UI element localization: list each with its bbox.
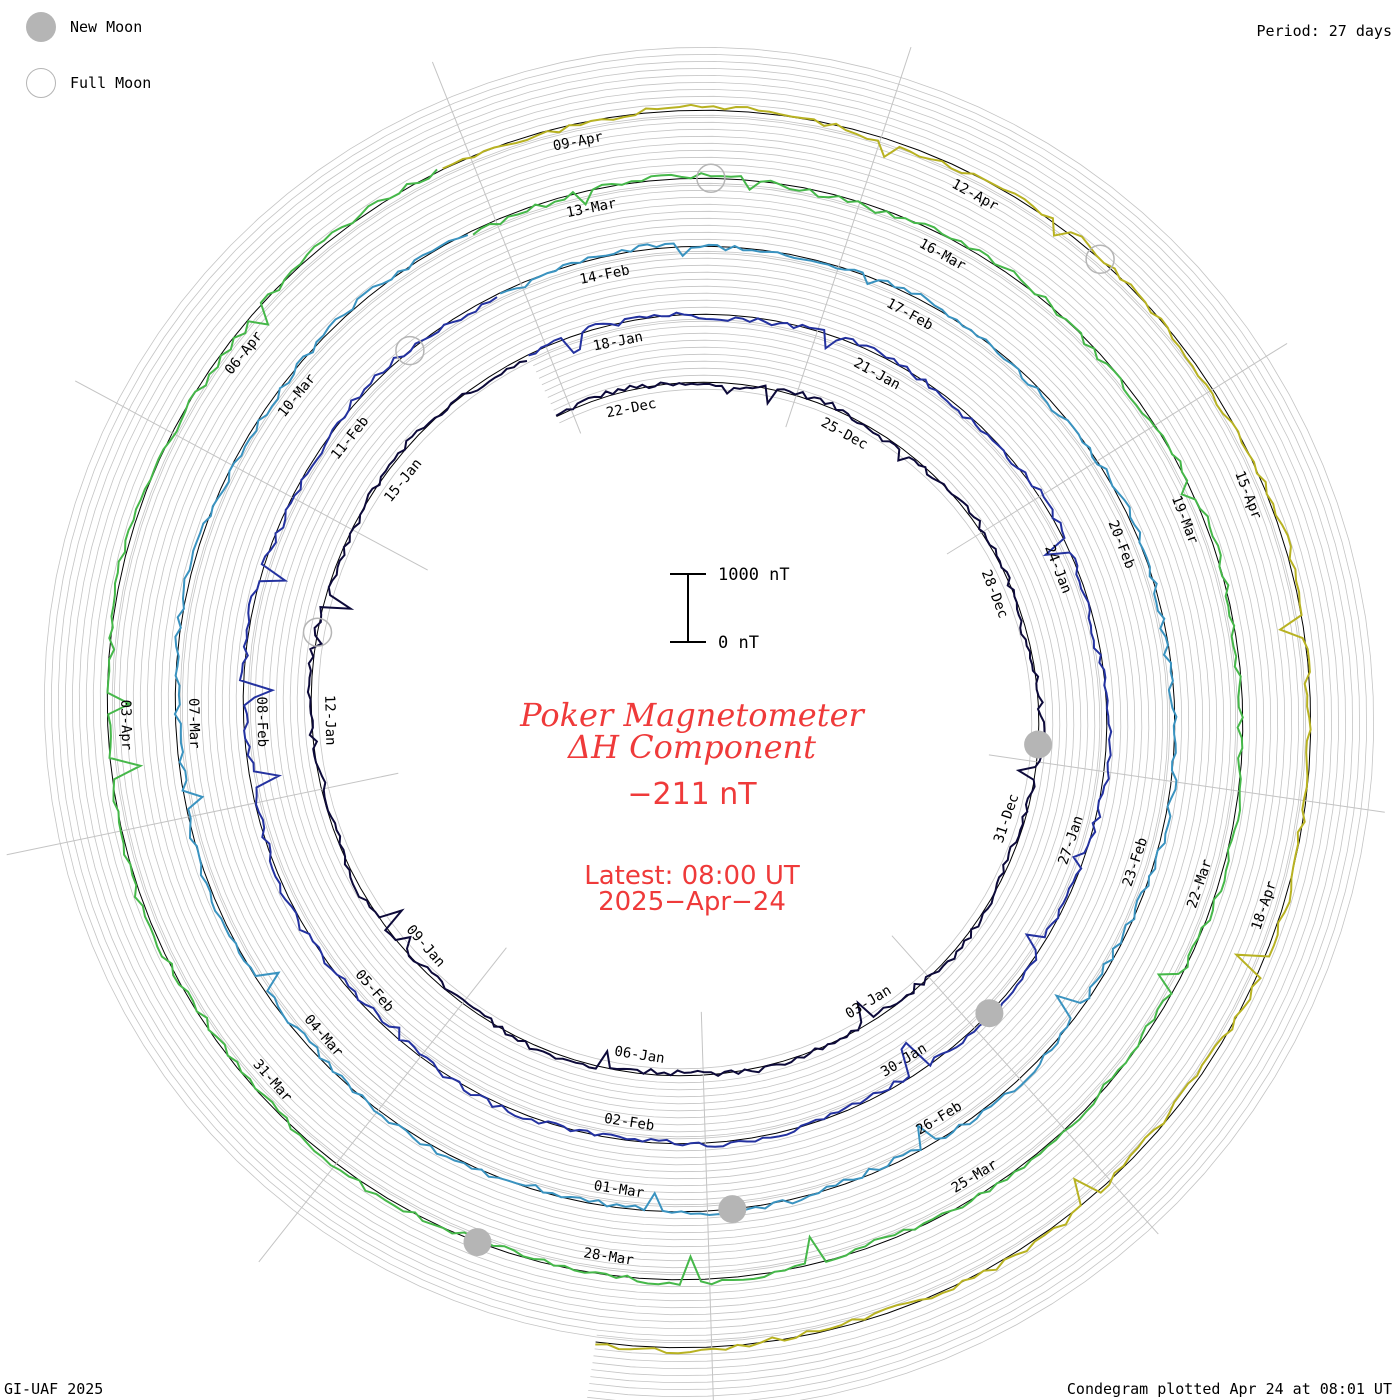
magnetometer-traces [106, 103, 1312, 1355]
scale-bar: 1000 nT 0 nT [670, 565, 790, 653]
grid-spiral [57, 60, 1361, 1398]
new-moon-marker [718, 1195, 747, 1224]
magnetometer-trace [306, 360, 1046, 1077]
radial-spokes [6, 46, 1385, 1400]
date-label: 09-Jan [403, 922, 448, 971]
radial-spoke [891, 935, 1159, 1235]
grid-spiral [78, 81, 1340, 1377]
date-label: 02-Feb [603, 1111, 655, 1134]
grid-spiral [85, 88, 1333, 1370]
date-label: 26-Feb [913, 1099, 965, 1139]
date-label: 01-Mar [593, 1178, 645, 1201]
radial-spoke [946, 342, 1288, 555]
date-label: 22-Dec [605, 396, 658, 422]
magnetometer-trace [238, 296, 1113, 1148]
new-moon-marker [975, 999, 1004, 1028]
grid-spiral [64, 67, 1354, 1391]
date-label: 03-Apr [117, 699, 134, 750]
date-label: 04-Mar [301, 1012, 346, 1061]
magnetometer-trace [173, 234, 1178, 1217]
full-moon-marker [696, 163, 726, 194]
radial-spoke [74, 380, 428, 571]
chart-title: Poker Magnetometer [519, 696, 865, 734]
date-label: 03-Jan [843, 982, 895, 1022]
radial-spoke [6, 772, 399, 856]
full-moon-marker [302, 617, 333, 647]
grid-spiral [92, 95, 1326, 1363]
radial-spoke [700, 1011, 714, 1400]
date-label: 18-Apr [1249, 879, 1280, 932]
grid-spiral [71, 74, 1347, 1384]
date-label: 07-Mar [185, 698, 202, 749]
date-label: 25-Mar [949, 1157, 1001, 1197]
credit-label: GI-UAF 2025 [4, 1380, 104, 1398]
radial-spoke [258, 947, 507, 1263]
grid-spiral [50, 53, 1368, 1400]
full-moon-marker [1085, 244, 1115, 274]
moon-markers [302, 163, 1115, 1257]
period-label: Period: 27 days [1256, 22, 1392, 40]
legend-new-moon-label: New Moon [70, 18, 143, 36]
date-label: 12-Jan [321, 695, 338, 746]
current-value: −211 nT [627, 777, 757, 812]
plotted-timestamp: Condegram plotted Apr 24 at 08:01 UT [1066, 1380, 1392, 1398]
new-moon-marker [1024, 730, 1053, 759]
latest-date: 2025−Apr−24 [598, 887, 786, 917]
grid-spiral [99, 102, 1319, 1356]
chart-subtitle: ΔH Component [566, 728, 816, 766]
date-label: 06-Jan [613, 1044, 665, 1067]
legend-full-moon-label: Full Moon [70, 74, 152, 92]
full-moon-icon [26, 68, 56, 98]
date-label: 08-Feb [253, 696, 270, 747]
new-moon-marker [463, 1228, 492, 1257]
radial-spoke [785, 46, 912, 428]
latest-time: Latest: 08:00 UT [584, 861, 800, 891]
magnetometer-trace [442, 103, 1312, 1355]
new-moon-icon [26, 12, 56, 42]
magnetometer-trace [106, 168, 1244, 1287]
scale-bar-low-label: 0 nT [718, 633, 759, 653]
grid-spiral [113, 116, 1305, 1342]
legend-full-moon: Full Moon [26, 68, 151, 98]
scale-bar-high-label: 1000 nT [718, 565, 790, 585]
radial-spoke [431, 61, 582, 434]
date-label: 31-Mar [249, 1057, 294, 1106]
legend-new-moon: New Moon [26, 12, 142, 42]
date-label: 25-Dec [818, 415, 870, 453]
full-moon-marker [395, 335, 425, 366]
radial-spoke [988, 754, 1385, 813]
date-label: 28-Mar [582, 1245, 634, 1268]
